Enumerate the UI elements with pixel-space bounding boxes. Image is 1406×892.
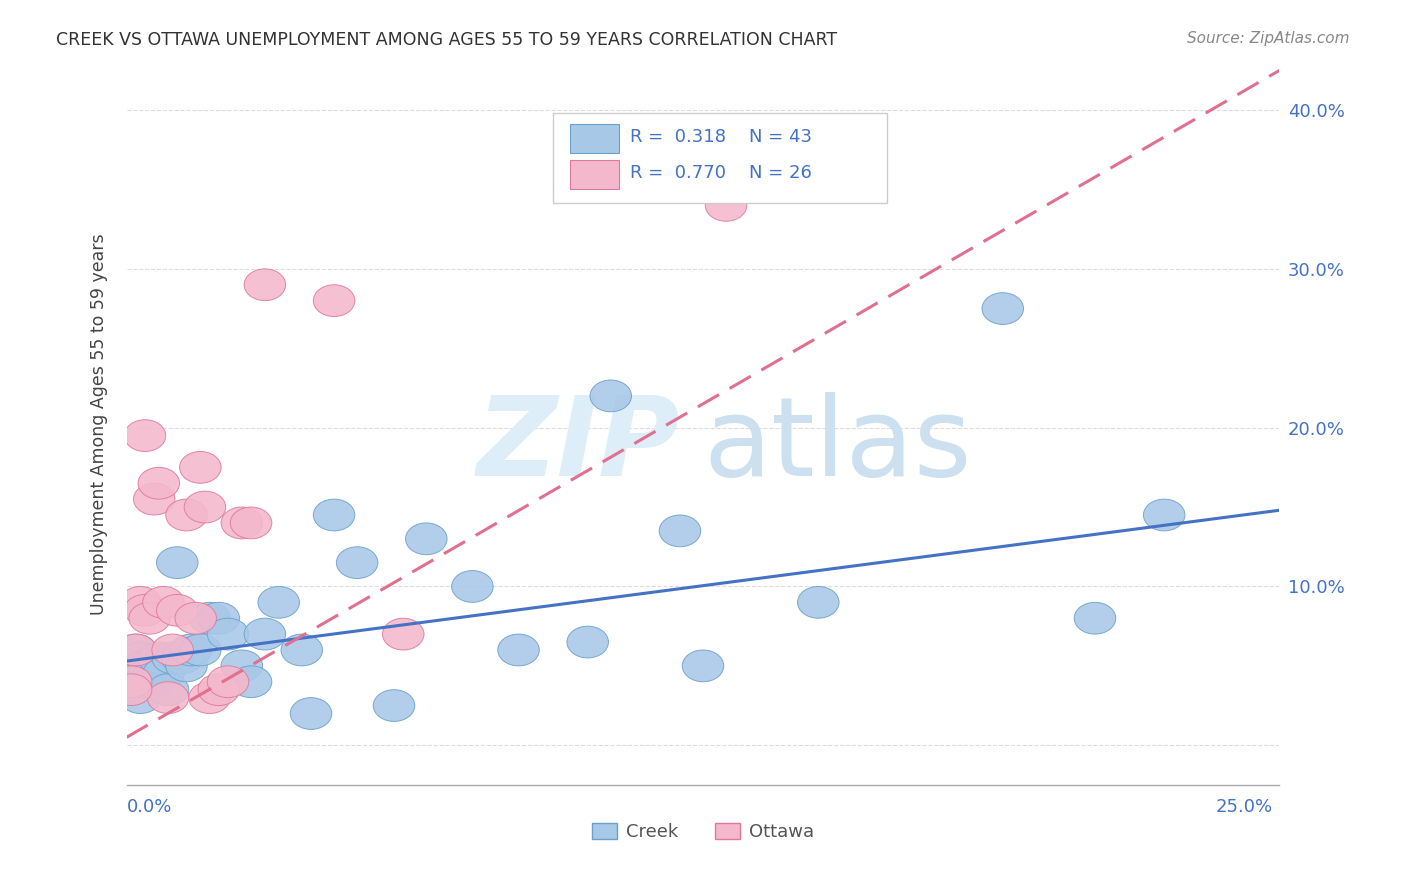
Ellipse shape <box>142 658 184 690</box>
Ellipse shape <box>134 483 174 515</box>
Ellipse shape <box>124 650 166 681</box>
Ellipse shape <box>115 634 156 665</box>
Ellipse shape <box>382 618 425 650</box>
Ellipse shape <box>405 523 447 555</box>
Ellipse shape <box>111 665 152 698</box>
Ellipse shape <box>981 293 1024 325</box>
Text: atlas: atlas <box>703 392 972 499</box>
Ellipse shape <box>120 681 162 714</box>
Ellipse shape <box>120 642 162 673</box>
Ellipse shape <box>124 665 166 698</box>
Ellipse shape <box>115 665 156 698</box>
Ellipse shape <box>231 507 271 539</box>
Ellipse shape <box>120 586 162 618</box>
Ellipse shape <box>148 681 188 714</box>
Ellipse shape <box>591 380 631 412</box>
Ellipse shape <box>174 602 217 634</box>
Ellipse shape <box>184 491 226 523</box>
FancyBboxPatch shape <box>571 160 619 189</box>
Ellipse shape <box>659 515 700 547</box>
FancyBboxPatch shape <box>553 113 887 203</box>
Ellipse shape <box>682 650 724 681</box>
Ellipse shape <box>129 658 170 690</box>
Ellipse shape <box>290 698 332 730</box>
Ellipse shape <box>129 602 170 634</box>
Ellipse shape <box>281 634 322 665</box>
Ellipse shape <box>138 642 180 673</box>
Ellipse shape <box>245 618 285 650</box>
Ellipse shape <box>188 602 231 634</box>
Ellipse shape <box>221 507 263 539</box>
Ellipse shape <box>207 665 249 698</box>
Ellipse shape <box>166 500 207 531</box>
Ellipse shape <box>111 673 152 706</box>
Text: 0.0%: 0.0% <box>127 798 172 816</box>
Ellipse shape <box>138 467 180 500</box>
Ellipse shape <box>156 594 198 626</box>
Ellipse shape <box>1143 500 1185 531</box>
Ellipse shape <box>134 658 174 690</box>
Ellipse shape <box>188 681 231 714</box>
Text: R =  0.318    N = 43: R = 0.318 N = 43 <box>630 128 813 146</box>
Ellipse shape <box>162 642 202 673</box>
Ellipse shape <box>231 665 271 698</box>
Text: CREEK VS OTTAWA UNEMPLOYMENT AMONG AGES 55 TO 59 YEARS CORRELATION CHART: CREEK VS OTTAWA UNEMPLOYMENT AMONG AGES … <box>56 31 838 49</box>
Legend: Creek, Ottawa: Creek, Ottawa <box>585 815 821 848</box>
Ellipse shape <box>115 634 156 665</box>
Ellipse shape <box>152 634 194 665</box>
Ellipse shape <box>142 586 184 618</box>
Ellipse shape <box>245 268 285 301</box>
Ellipse shape <box>180 451 221 483</box>
Ellipse shape <box>207 618 249 650</box>
Text: R =  0.770    N = 26: R = 0.770 N = 26 <box>630 164 813 182</box>
Ellipse shape <box>180 634 221 665</box>
Ellipse shape <box>166 650 207 681</box>
Y-axis label: Unemployment Among Ages 55 to 59 years: Unemployment Among Ages 55 to 59 years <box>90 233 108 615</box>
Ellipse shape <box>111 673 152 706</box>
Ellipse shape <box>148 673 188 706</box>
Text: 25.0%: 25.0% <box>1215 798 1272 816</box>
FancyBboxPatch shape <box>571 124 619 153</box>
Ellipse shape <box>134 665 174 698</box>
Ellipse shape <box>198 673 239 706</box>
Ellipse shape <box>373 690 415 722</box>
Ellipse shape <box>797 586 839 618</box>
Ellipse shape <box>124 420 166 451</box>
Ellipse shape <box>129 650 170 681</box>
Ellipse shape <box>498 634 540 665</box>
Ellipse shape <box>198 602 239 634</box>
Text: Source: ZipAtlas.com: Source: ZipAtlas.com <box>1187 31 1350 46</box>
Text: ZIP: ZIP <box>477 392 681 499</box>
Ellipse shape <box>314 500 354 531</box>
Ellipse shape <box>170 634 212 665</box>
Ellipse shape <box>221 650 263 681</box>
Ellipse shape <box>451 571 494 602</box>
Ellipse shape <box>314 285 354 317</box>
Ellipse shape <box>706 189 747 221</box>
Ellipse shape <box>152 642 194 673</box>
Ellipse shape <box>1074 602 1116 634</box>
Ellipse shape <box>257 586 299 618</box>
Ellipse shape <box>567 626 609 658</box>
Ellipse shape <box>336 547 378 579</box>
Ellipse shape <box>156 547 198 579</box>
Ellipse shape <box>124 594 166 626</box>
